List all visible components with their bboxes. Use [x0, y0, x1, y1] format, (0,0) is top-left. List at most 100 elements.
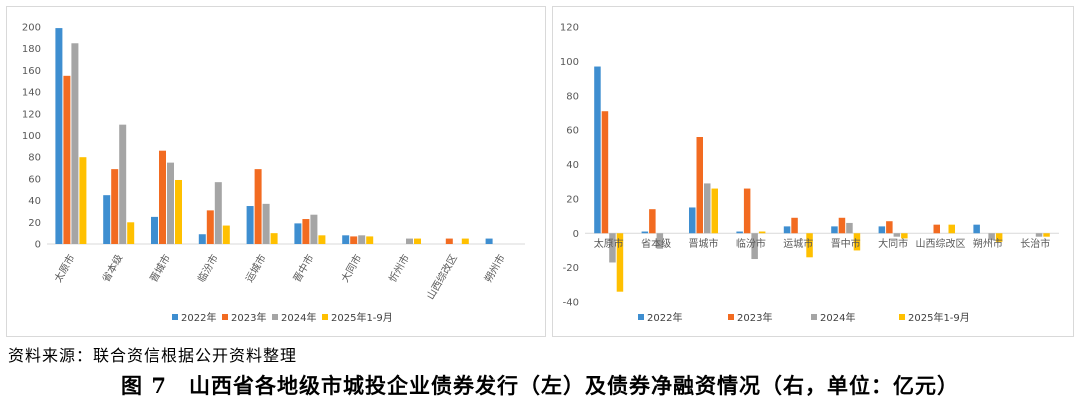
bar	[853, 233, 861, 251]
y-tick-label: 100	[560, 57, 579, 68]
category-label: 运城市	[783, 237, 813, 250]
bar	[119, 124, 127, 244]
legend-label: 2022年	[181, 311, 216, 324]
y-tick-label: -20	[563, 263, 579, 274]
bar	[616, 233, 624, 292]
legend-label: 2024年	[281, 311, 316, 324]
bar	[838, 217, 846, 234]
bar	[366, 236, 374, 244]
bar	[254, 169, 262, 244]
bar	[901, 233, 908, 239]
bar	[973, 224, 980, 234]
bar	[71, 43, 79, 244]
bar	[127, 222, 135, 244]
y-tick-label: 120	[22, 109, 41, 120]
category-label: 晋中市	[290, 252, 316, 284]
category-label: 大同市	[338, 252, 364, 284]
legend-label: 2023年	[231, 311, 266, 324]
legend-swatch	[172, 314, 178, 320]
legend-swatch	[811, 314, 817, 320]
bar	[63, 75, 71, 244]
bar	[711, 188, 718, 234]
bar	[791, 217, 798, 234]
bar	[995, 233, 1003, 242]
bar	[988, 233, 995, 241]
category-label: 山西综改区	[916, 237, 966, 250]
y-tick-label: 140	[22, 88, 41, 99]
bar	[214, 182, 222, 244]
y-tick-label: 80	[28, 153, 41, 164]
y-tick-label: 40	[28, 196, 41, 207]
bar	[893, 233, 901, 237]
category-label: 晋城市	[689, 237, 719, 250]
bar	[609, 233, 616, 263]
y-tick-label: 80	[566, 91, 579, 102]
left-chart-panel: 0 20 40 60 80 100 120 140 160 180 200 太原市 省本级 晋城市 临汾市运…	[6, 6, 546, 337]
category-label: 朔州市	[481, 252, 507, 284]
bar	[806, 233, 813, 258]
y-tick-label: 0	[35, 240, 41, 251]
y-tick-label: 120	[560, 23, 579, 34]
legend-swatch	[638, 314, 644, 320]
y-tick-label: 20	[28, 218, 41, 229]
bar	[878, 226, 886, 234]
bar	[704, 183, 711, 234]
y-tick-label: 40	[566, 160, 579, 171]
bar	[656, 233, 664, 249]
bar	[445, 238, 453, 244]
bar	[175, 179, 182, 244]
bar	[151, 216, 158, 245]
legend-swatch	[322, 314, 328, 320]
bar	[310, 214, 318, 244]
bar	[350, 236, 358, 244]
bar	[783, 226, 791, 234]
bar	[1035, 233, 1043, 237]
y-tick-label: 200	[22, 23, 41, 34]
figure-caption: 图 7 山西省各地级市城投企业债券发行（左）及债券净融资情况（右，单位：亿元）	[121, 373, 959, 398]
category-label: 晋城市	[147, 252, 173, 284]
y-tick-label: 20	[566, 194, 579, 205]
legend-label: 2023年	[737, 311, 772, 324]
bar	[198, 234, 206, 244]
legend-label: 2024年	[820, 311, 855, 324]
bar	[358, 235, 366, 244]
bar	[751, 233, 758, 260]
bar	[594, 66, 601, 234]
bar	[206, 210, 214, 244]
bar	[846, 222, 853, 234]
bar	[55, 28, 63, 245]
bar	[294, 223, 302, 244]
legend-swatch	[272, 314, 278, 320]
category-label: 运城市	[242, 252, 268, 284]
legend-swatch	[899, 314, 905, 320]
category-label: 长治市	[1020, 237, 1050, 250]
category-label: 临汾市	[736, 237, 766, 250]
bar	[318, 235, 326, 244]
net-financing-chart: -40 -20 0 20 40 60 80 100 120 太原市 省本级 晋城市 临汾市 运城市 晋中市 大…	[560, 23, 1059, 324]
legend-label: 2025年1-9月	[331, 311, 393, 324]
bar	[406, 238, 413, 244]
y-tick-label: 100	[22, 131, 41, 142]
bar	[601, 111, 609, 234]
y-tick-label: 60	[28, 174, 41, 185]
bar	[342, 235, 350, 244]
category-label: 省本级	[641, 237, 671, 250]
legend-swatch	[728, 314, 734, 320]
bar	[222, 225, 230, 244]
bar	[159, 150, 166, 244]
bar	[689, 207, 696, 234]
bar	[246, 206, 254, 244]
bond-issuance-chart: 0 20 40 60 80 100 120 140 160 180 200 太原市 省本级 晋城市 临汾市运…	[22, 23, 525, 324]
bar	[414, 238, 421, 244]
right-chart-panel: -40 -20 0 20 40 60 80 100 120 太原市 省本级 晋城市 临汾市 运城市 晋中市 大…	[552, 6, 1074, 337]
category-label: 晋中市	[831, 237, 861, 250]
bar	[485, 238, 493, 244]
bar	[641, 231, 649, 234]
category-label: 大同市	[878, 237, 908, 250]
legend-label: 2025年1-9月	[908, 311, 970, 324]
bar	[831, 226, 838, 234]
category-label: 太原市	[51, 252, 77, 284]
bar	[886, 221, 893, 234]
bar	[270, 233, 278, 244]
bar	[758, 231, 766, 234]
